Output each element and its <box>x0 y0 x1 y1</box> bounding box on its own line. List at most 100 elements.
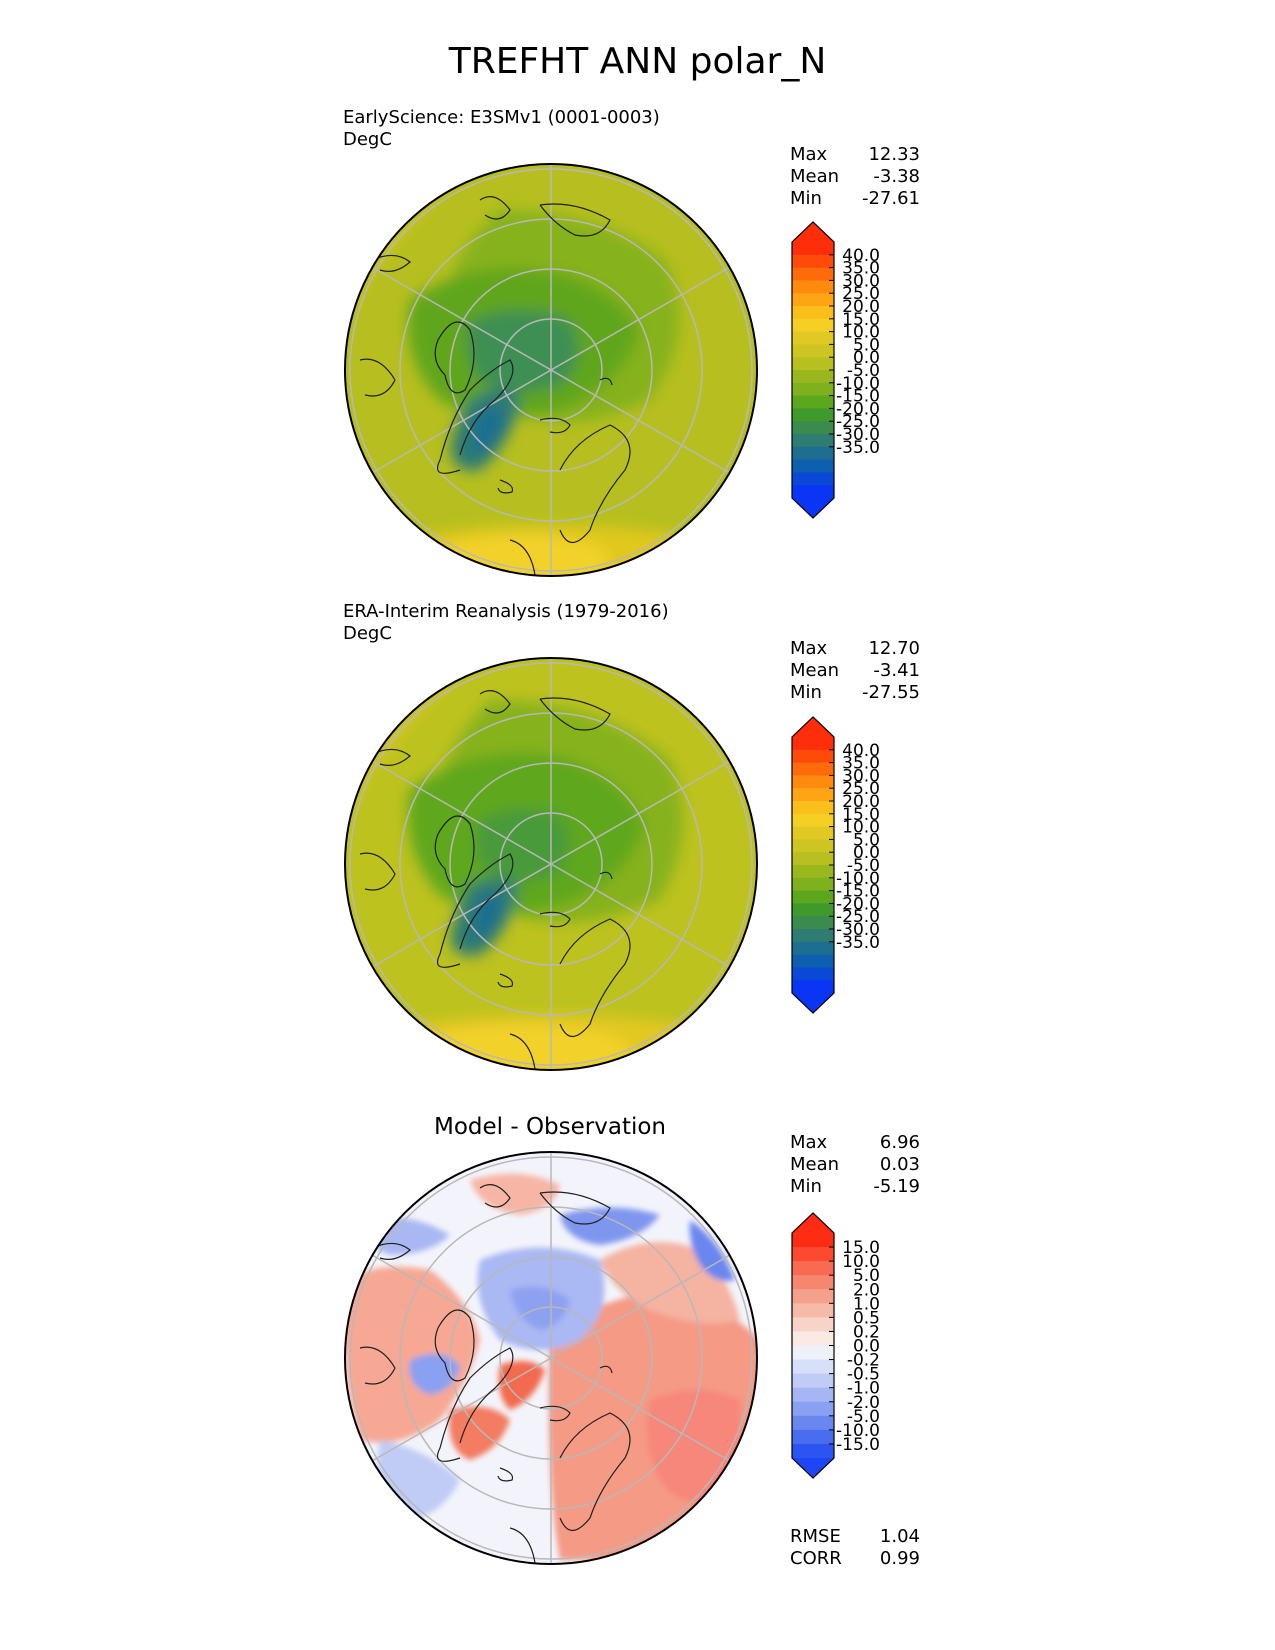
colorbar-diff: 15.010.05.02.01.00.50.20.0-0.2-0.5-1.0-2… <box>791 1212 880 1479</box>
colorbar-tick-label: -15.0 <box>836 882 880 902</box>
colorbar-bottom-arrow <box>792 498 834 518</box>
colorbar-swatch <box>792 318 834 333</box>
colorbar-swatch <box>792 762 834 776</box>
colorbar-tick-label: -25.0 <box>836 412 880 432</box>
colorbar-swatch <box>792 813 834 828</box>
colorbar-tick-label: 0.0 <box>853 843 880 863</box>
mean-value: 0.03 <box>879 1154 920 1175</box>
colorbar-swatch <box>792 472 834 486</box>
colorbar-swatch <box>792 737 834 751</box>
panel-3-stats: Max 6.96 Mean 0.03 Min -5.19 <box>790 1132 920 1198</box>
min-value: -27.61 <box>861 188 920 209</box>
colorbar-top-arrow <box>792 717 834 737</box>
colorbar-swatch <box>792 382 834 397</box>
colorbar-swatch <box>792 865 834 879</box>
corr-label: CORR <box>790 1548 842 1569</box>
colorbar-tick-label: 1.0 <box>853 1294 880 1314</box>
colorbar-tick-label: 25.0 <box>842 779 880 799</box>
colorbar-tick-label: 5.0 <box>853 830 880 850</box>
panel-2-units: DegC <box>343 623 392 644</box>
colorbar-swatch <box>792 1247 834 1262</box>
colorbar-swatch <box>792 1387 834 1403</box>
colorbar-tick-label: 5.0 <box>853 335 880 355</box>
colorbar-tick-label: -35.0 <box>836 438 880 458</box>
colorbar-tick-label: -5.0 <box>847 856 880 876</box>
colorbar-tick-label: 40.0 <box>842 246 880 266</box>
map-diff-grid <box>349 1152 753 1564</box>
colorbar-tick-label: -5.0 <box>847 1407 880 1427</box>
colorbar-tick-label: -1.0 <box>847 1379 880 1399</box>
diff-panel-title: Model - Observation <box>433 1114 667 1140</box>
colorbar-swatch <box>792 1233 834 1248</box>
map-test-coastlines <box>359 196 631 576</box>
colorbar-swatch <box>792 280 834 294</box>
colorbar-tick-label: -35.0 <box>836 933 880 953</box>
mean-value: -3.38 <box>873 166 920 187</box>
colorbar-swatch <box>792 788 834 802</box>
map-ref-border <box>344 657 758 1071</box>
colorbar-swatch <box>792 242 834 256</box>
colorbar-outline <box>791 1212 835 1479</box>
min-label: Min <box>790 1176 822 1197</box>
colorbar-swatch <box>792 890 834 904</box>
map-ref-coastlines <box>359 690 631 1070</box>
colorbar-tick-label: -10.0 <box>836 374 880 394</box>
map-test <box>344 163 758 577</box>
panel-1-stats: Max 12.33 Mean -3.38 Min -27.61 <box>790 144 920 210</box>
colorbar-swatch <box>792 293 834 307</box>
colorbar-swatch <box>792 446 834 461</box>
colorbar-tick-label: 2.0 <box>853 1280 880 1300</box>
colorbar-swatch <box>792 941 834 956</box>
colorbar-tick-label: -10.0 <box>836 1421 880 1441</box>
max-label: Max <box>790 144 828 165</box>
colorbar-swatch <box>792 916 834 930</box>
min-value: -27.55 <box>861 682 920 703</box>
mean-label: Mean <box>790 1154 840 1175</box>
colorbar-swatch <box>792 408 834 422</box>
colorbar-tick-label: 20.0 <box>842 792 880 812</box>
colorbar-ref: 40.035.030.025.020.015.010.05.00.0-5.0-1… <box>791 716 880 1014</box>
colorbar-swatch <box>792 852 834 866</box>
mean-label: Mean <box>790 166 840 187</box>
colorbar-tick-label: 10.0 <box>842 818 880 838</box>
colorbar-swatch <box>792 775 834 789</box>
max-label: Max <box>790 1132 828 1153</box>
colorbar-swatch <box>792 903 834 917</box>
map-test-grid <box>349 164 753 576</box>
colorbar-swatch <box>792 826 834 840</box>
min-value: -5.19 <box>873 1176 920 1197</box>
colorbar-swatch <box>792 357 834 371</box>
colorbar-swatch <box>792 344 834 358</box>
colorbar-tick-label: 10.0 <box>842 1252 880 1272</box>
colorbar-swatch <box>792 877 834 892</box>
colorbar-swatch <box>792 1429 834 1445</box>
figure-title: TREFHT ANN polar_N <box>448 41 827 82</box>
colorbar-tick-label: 35.0 <box>842 259 880 279</box>
rmse-label: RMSE <box>790 1526 841 1547</box>
colorbar-tick-label: -15.0 <box>836 1435 880 1455</box>
colorbar-swatch <box>792 395 834 409</box>
colorbar-swatch <box>792 1359 834 1375</box>
colorbar-tick-label: 5.0 <box>853 1266 880 1286</box>
panel-2-stats: Max 12.70 Mean -3.41 Min -27.55 <box>790 638 920 704</box>
colorbar-tick-label: 20.0 <box>842 297 880 317</box>
colorbar-tick-label: -5.0 <box>847 361 880 381</box>
colorbar-tick-label: 0.0 <box>853 348 880 368</box>
min-label: Min <box>790 188 822 209</box>
colorbar-tick-label: 35.0 <box>842 754 880 774</box>
colorbar-tick-label: 30.0 <box>842 271 880 291</box>
colorbar-swatch <box>792 929 834 943</box>
colorbar-swatch <box>792 331 834 345</box>
mean-label: Mean <box>790 660 840 681</box>
map-ref-grid <box>349 658 753 1070</box>
colorbar-tick-label: 0.2 <box>853 1322 880 1342</box>
colorbar-tick-label: 0.5 <box>853 1308 880 1328</box>
corr-value: 0.99 <box>879 1548 920 1569</box>
colorbar-swatch <box>792 421 834 435</box>
colorbar-swatch <box>792 1331 834 1347</box>
colorbar-tick-label: -25.0 <box>836 907 880 927</box>
colorbar-swatch <box>792 254 834 269</box>
colorbar-tick-label: -15.0 <box>836 387 880 407</box>
colorbar-swatch <box>792 1345 834 1361</box>
